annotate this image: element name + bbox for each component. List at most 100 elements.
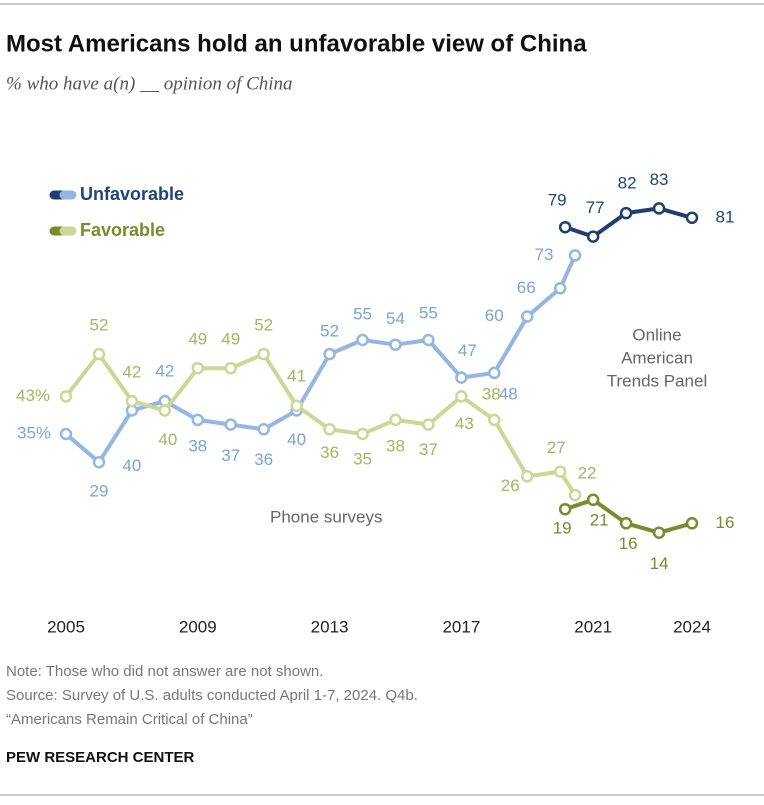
data-label: 40 [158,430,177,449]
data-label: 43% [16,386,50,405]
point [389,338,402,351]
point [323,347,336,361]
data-label: 16 [619,534,638,553]
point [422,418,435,431]
data-label: 49 [188,330,207,349]
x-tick-label: 2024 [673,617,711,636]
x-tick-label: 2009 [179,617,217,636]
x-tick-label: 2005 [47,617,85,636]
source: Source: Survey of U.S. adults conducted … [6,687,418,704]
data-label: 82 [618,174,637,193]
point [568,488,582,502]
annotation: Trends Panel [607,371,707,390]
data-label: 27 [547,438,566,457]
data-label: 19 [553,519,572,538]
data-label: 37 [221,446,240,465]
point [521,310,534,323]
data-label: 43 [455,414,474,433]
annotation: Online [632,325,681,344]
point [92,347,106,361]
point [224,361,237,375]
point [558,502,572,516]
data-label: 41 [287,366,306,385]
data-label: 26 [501,476,520,495]
point [619,206,633,220]
point [619,517,633,530]
report: “Americans Remain Critical of China” [6,711,253,728]
point [521,470,534,483]
data-label: 60 [485,306,504,325]
data-label: 77 [586,198,605,217]
point [290,399,303,413]
data-label: 37 [419,440,438,459]
data-label: 38 [482,384,501,403]
data-label: 14 [650,554,669,573]
data-label: 79 [548,191,567,210]
data-label: 81 [716,207,735,226]
data-label: 52 [89,316,108,335]
point [92,455,106,469]
data-label: 22 [578,464,597,483]
data-label: 35 [353,449,372,468]
data-label: 29 [89,482,108,501]
data-label: 52 [320,322,339,341]
data-label: 54 [386,309,405,328]
point [685,517,699,530]
data-label: 36 [254,450,273,469]
point [553,282,567,295]
point [422,333,435,347]
legend-label: Favorable [80,220,165,240]
point [488,413,501,427]
point [356,333,369,347]
point [652,202,666,215]
footer: PEW RESEARCH CENTER [6,749,195,766]
point [323,423,336,436]
point [586,230,600,243]
x-tick-label: 2021 [574,617,612,636]
point [553,465,567,478]
annotation: American [621,348,693,367]
data-label: 35% [17,423,51,442]
x-tick-label: 2013 [311,617,349,636]
point [158,404,172,417]
point [125,394,139,408]
data-label: 36 [320,443,339,462]
point [59,427,73,441]
point [568,249,582,262]
point [586,493,600,507]
point [191,361,205,375]
point [455,371,468,384]
data-label: 42 [155,362,174,381]
data-label: 40 [287,430,306,449]
data-label: 49 [221,330,240,349]
point [652,526,666,539]
point [558,220,572,234]
point [488,366,501,380]
data-label: 40 [122,456,141,475]
x-tick-label: 2017 [442,617,480,636]
data-label: 66 [517,278,536,297]
data-label: 55 [419,303,438,322]
data-label: 47 [458,341,477,360]
data-label: 55 [353,304,372,323]
chart-subtitle: % who have a(n) __ opinion of China [6,73,293,94]
point [257,347,270,361]
data-label: 16 [716,513,735,532]
data-label: 42 [122,363,141,382]
annotation: Phone surveys [270,507,382,526]
point [455,390,468,403]
legend-label: Unfavorable [80,184,184,204]
data-label: 38 [188,436,207,455]
point [389,413,402,427]
point [224,418,237,431]
data-label: 21 [590,510,609,529]
data-label: 73 [535,245,554,264]
data-label: 48 [499,384,518,403]
point [59,390,73,403]
data-label: 38 [386,436,405,455]
data-label: 83 [650,170,669,189]
point [257,423,270,436]
data-label: 52 [254,316,273,335]
